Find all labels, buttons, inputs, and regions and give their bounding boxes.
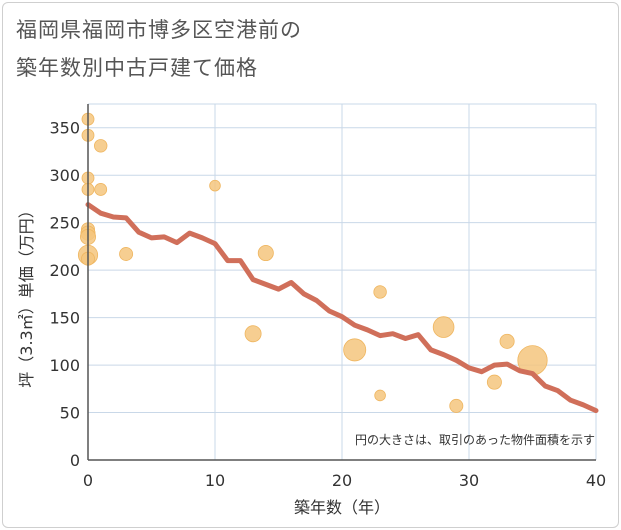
bubble-point	[94, 139, 108, 153]
x-tick-label: 40	[586, 471, 606, 490]
y-tick-label: 0	[70, 451, 80, 470]
bubble-point	[257, 245, 274, 262]
x-tick-label: 10	[205, 471, 225, 490]
bubble-point	[343, 338, 367, 362]
trend-series	[85, 202, 599, 414]
y-tick-label: 300	[49, 166, 80, 185]
bubble-point	[209, 179, 221, 192]
bubble-point	[244, 325, 262, 343]
bubble-point	[449, 398, 464, 413]
x-tick-label: 20	[332, 471, 352, 490]
x-axis-label: 築年数（年）	[294, 498, 390, 517]
bubble-point	[94, 183, 108, 196]
tick-labels: 0 50 100 150 200 250 300 350 0 10 20 30 40	[49, 119, 606, 490]
y-tick-label: 100	[49, 356, 80, 375]
trend-line	[85, 202, 599, 414]
bubble-point	[374, 389, 386, 402]
y-tick-label: 350	[49, 119, 80, 138]
y-tick-label: 250	[49, 214, 80, 233]
y-tick-label: 50	[60, 404, 80, 423]
chart-title-line1: 福岡県福岡市博多区空港前の	[16, 18, 302, 42]
bubble-point	[373, 285, 387, 299]
grid-lines	[88, 103, 597, 460]
bubble-point	[499, 333, 515, 349]
bubble-point	[486, 374, 502, 390]
size-note: 円の大きさは、取引のあった物件面積を示す	[355, 432, 595, 447]
axes	[87, 104, 596, 461]
x-tick-label: 0	[83, 471, 93, 490]
bubble-series	[77, 112, 548, 413]
bubble-point	[432, 316, 455, 338]
x-tick-label: 30	[459, 471, 479, 490]
bubble-point	[119, 247, 134, 261]
y-tick-label: 200	[49, 261, 80, 280]
y-axis-label: 坪（3.3㎡）単価（万円）	[17, 202, 36, 387]
chart-title-line2: 築年数別中古戸建て価格	[16, 56, 258, 80]
y-tick-label: 150	[49, 309, 80, 328]
